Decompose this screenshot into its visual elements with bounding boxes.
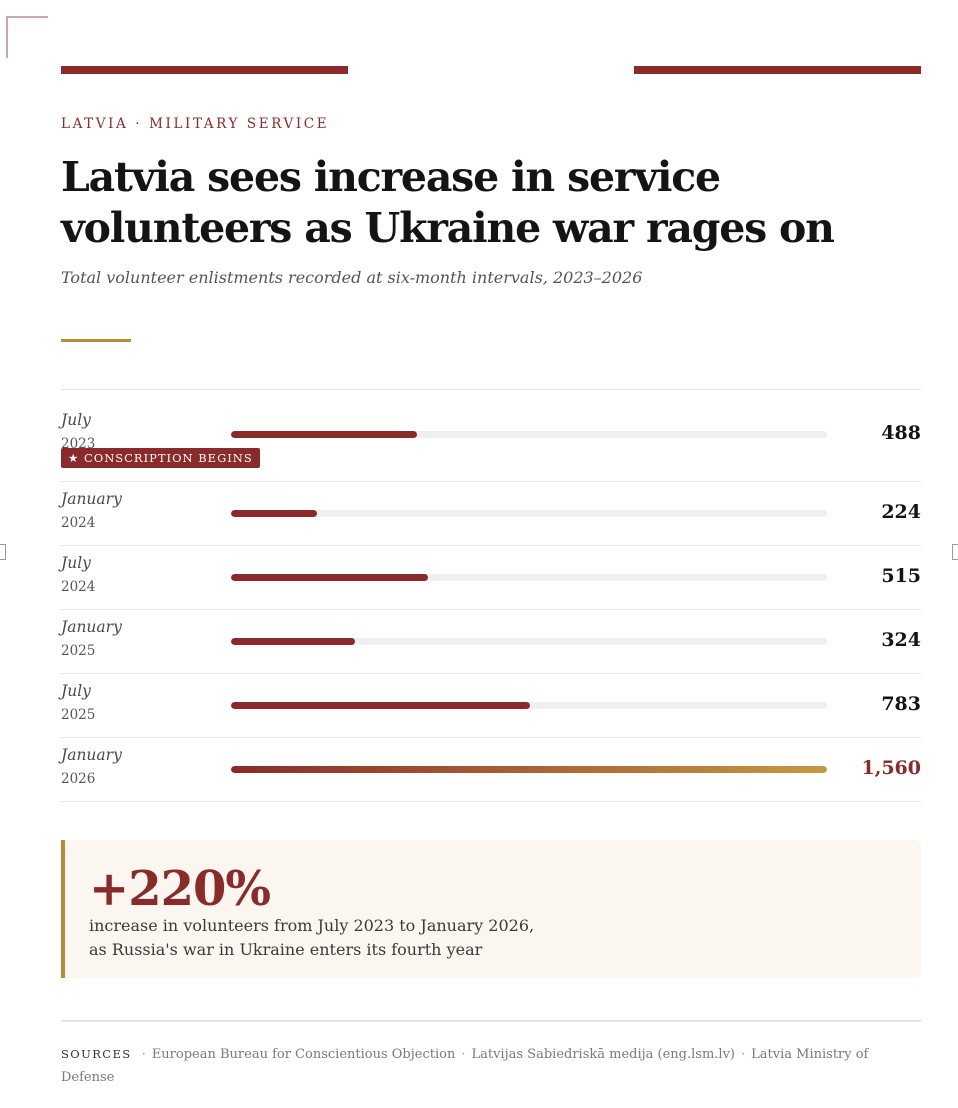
- bar-value-label: 324: [881, 629, 921, 651]
- bar-track: [231, 574, 827, 581]
- bar-value-label: 515: [881, 565, 921, 587]
- source-item: Latvijas Sabiedriskā medija (eng.lsm.lv): [471, 1047, 736, 1062]
- kicker: LATVIA · MILITARY SERVICE: [61, 116, 330, 132]
- chart-row: July 2024 515: [61, 545, 921, 609]
- chart-row: July 2023 ★ CONSCRIPTION BEGINS 488: [61, 389, 921, 481]
- top-rule-left: [61, 66, 348, 74]
- right-edge-handle: [952, 544, 958, 560]
- gold-divider: [61, 339, 131, 342]
- bar: [231, 638, 355, 645]
- bar-track: [231, 431, 827, 438]
- bar-track: [231, 766, 827, 773]
- source-separator: ·: [741, 1047, 746, 1062]
- row-month-label: July: [61, 682, 91, 700]
- top-rule-right: [634, 66, 921, 74]
- row-month-label: January: [61, 618, 122, 636]
- stat-callout: +220% increase in volunteers from July 2…: [61, 840, 921, 978]
- bar: [231, 702, 531, 709]
- bar: [231, 431, 418, 438]
- left-edge-handle: [0, 544, 6, 560]
- bar-value-label: 783: [881, 693, 921, 715]
- bar: [231, 574, 428, 581]
- row-month-label: July: [61, 554, 91, 572]
- source-separator: ·: [141, 1047, 146, 1062]
- enlistments-bar-chart: July 2023 ★ CONSCRIPTION BEGINS 488 January 2…: [61, 389, 921, 802]
- row-year-label: 2025: [61, 707, 96, 723]
- chart-row: July 2025 783: [61, 673, 921, 737]
- chart-row: January 2025 324: [61, 609, 921, 673]
- bar-track: [231, 638, 827, 645]
- callout-line-1: increase in volunteers from July 2023 to…: [89, 916, 535, 935]
- row-month-label: January: [61, 490, 122, 508]
- row-year-label: 2024: [61, 515, 96, 531]
- row-year-label: 2025: [61, 643, 96, 659]
- page-title: Latvia sees increase in service voluntee…: [61, 153, 835, 252]
- subtitle: Total volunteer enlistments recorded at …: [61, 268, 643, 287]
- bar-value-label: 1,560: [861, 757, 922, 779]
- bar-track: [231, 702, 827, 709]
- callout-caption: increase in volunteers from July 2023 to…: [89, 914, 534, 962]
- bar: [231, 510, 317, 517]
- bar: [231, 766, 827, 773]
- source-separator: ·: [461, 1047, 466, 1062]
- sources-label: SOURCES: [61, 1047, 132, 1061]
- source-item: Latvia Ministry of Defense: [61, 1047, 869, 1085]
- bar-track: [231, 510, 827, 517]
- source-item: European Bureau for Conscientious Object…: [151, 1047, 456, 1062]
- row-month-label: January: [61, 746, 122, 764]
- row-year-label: 2026: [61, 771, 96, 787]
- row-year-label: 2024: [61, 579, 96, 595]
- bar-value-label: 224: [881, 501, 921, 523]
- sources-footer: SOURCES · European Bureau for Conscientio…: [61, 1043, 921, 1089]
- bar-value-label: 488: [881, 422, 921, 444]
- row-month-label: July: [61, 411, 91, 429]
- conscription-badge: ★ CONSCRIPTION BEGINS: [61, 448, 260, 468]
- crop-corner-mark: [6, 16, 48, 58]
- callout-stat: +220%: [89, 861, 271, 917]
- chart-row: January 2024 224: [61, 481, 921, 545]
- callout-line-2: as Russia's war in Ukraine enters its fo…: [89, 940, 483, 959]
- footer-divider: [61, 1020, 921, 1022]
- chart-row: January 2026 1,560: [61, 737, 921, 802]
